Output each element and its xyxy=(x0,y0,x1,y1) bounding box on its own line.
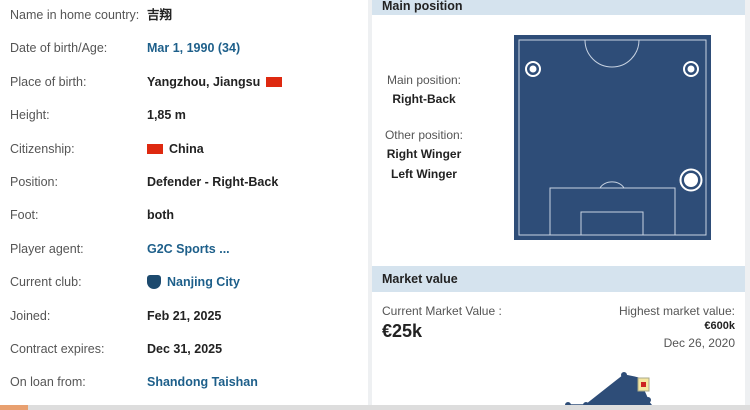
info-row: Place of birth: Yangzhou, Jiangsu xyxy=(0,72,368,92)
info-value[interactable]: Nanjing City xyxy=(167,275,240,290)
highest-market-value: €600k xyxy=(704,320,735,332)
info-value[interactable]: Mar 1, 1990 (34) xyxy=(147,41,241,56)
info-label: Current club: xyxy=(10,275,82,290)
info-label: Position: xyxy=(10,175,58,189)
position-marker-right-winger xyxy=(683,61,699,77)
info-value: 吉翔 xyxy=(147,8,173,22)
info-row: Joined: Feb 21, 2025 xyxy=(0,306,368,326)
info-row: Player agent: G2C Sports ... xyxy=(0,239,368,259)
china-flag-icon xyxy=(147,143,163,154)
info-row: Name in home country: 吉翔 xyxy=(0,5,368,25)
info-row: Position: Defender - Right-Back xyxy=(0,172,368,192)
info-value[interactable]: Shandong Taishan xyxy=(147,375,258,390)
market-value-chart xyxy=(565,372,652,405)
info-value: both xyxy=(147,208,175,223)
info-label: Place of birth: xyxy=(10,74,87,89)
position-labels: Main position: Right-Back Other position… xyxy=(364,73,484,181)
info-value[interactable]: G2C Sports ... xyxy=(147,241,230,256)
china-flag-icon xyxy=(266,76,283,87)
info-row: Date of birth/Age: Mar 1, 1990 (34) xyxy=(0,38,368,58)
info-label: Citizenship: xyxy=(10,141,75,156)
club-crest-icon[interactable] xyxy=(147,275,161,290)
main-position-label: Main position: xyxy=(386,73,462,87)
info-label: Player agent: xyxy=(10,241,84,256)
market-value-header: Market value xyxy=(372,266,745,292)
info-row: Height: 1,85 m xyxy=(0,105,368,125)
other-position-2: Left Winger xyxy=(391,167,457,181)
side-panel: Main position Main position: Right-Back … xyxy=(372,0,745,405)
info-label: On loan from: xyxy=(10,375,86,390)
info-value: 1,85 m xyxy=(147,108,186,123)
info-label: Foot: xyxy=(10,208,39,223)
info-value: Feb 21, 2025 xyxy=(147,308,222,323)
position-marker-left-winger xyxy=(525,61,541,77)
info-label: Joined: xyxy=(10,308,51,323)
current-market-value: €25k xyxy=(382,321,423,341)
info-value: Yangzhou, Jiangsu xyxy=(147,74,261,89)
info-label: Height: xyxy=(10,108,50,123)
info-label: Name in home country: xyxy=(10,8,140,22)
other-position-1: Right Winger xyxy=(386,147,462,161)
info-value: China xyxy=(169,141,204,156)
info-value: Defender - Right-Back xyxy=(147,175,279,189)
highest-market-value-label: Highest market value: xyxy=(618,304,735,318)
pitch-diagram xyxy=(514,35,711,240)
info-row: Foot: both xyxy=(0,205,368,225)
info-label: Contract expires: xyxy=(10,342,105,356)
info-row: On loan from: Shandong Taishan xyxy=(0,372,368,392)
main-position-value: Right-Back xyxy=(392,92,456,106)
other-position-label: Other position: xyxy=(384,128,464,142)
info-label: Date of birth/Age: xyxy=(10,41,108,56)
info-row: Current club: Nanjing City xyxy=(0,272,368,292)
info-row: Citizenship: China xyxy=(0,139,368,159)
info-row: Contract expires: Dec 31, 2025 xyxy=(0,339,368,359)
position-marker-right-back xyxy=(679,168,703,192)
highest-market-value-date: Dec 26, 2020 xyxy=(663,336,735,350)
bottom-strip xyxy=(0,405,750,410)
player-info-panel: Name in home country: 吉翔 Date of birth/Age… xyxy=(0,0,368,405)
info-value: Dec 31, 2025 xyxy=(147,342,223,356)
current-market-value-label: Current Market Value : xyxy=(382,304,502,318)
main-position-header: Main position xyxy=(372,0,745,15)
